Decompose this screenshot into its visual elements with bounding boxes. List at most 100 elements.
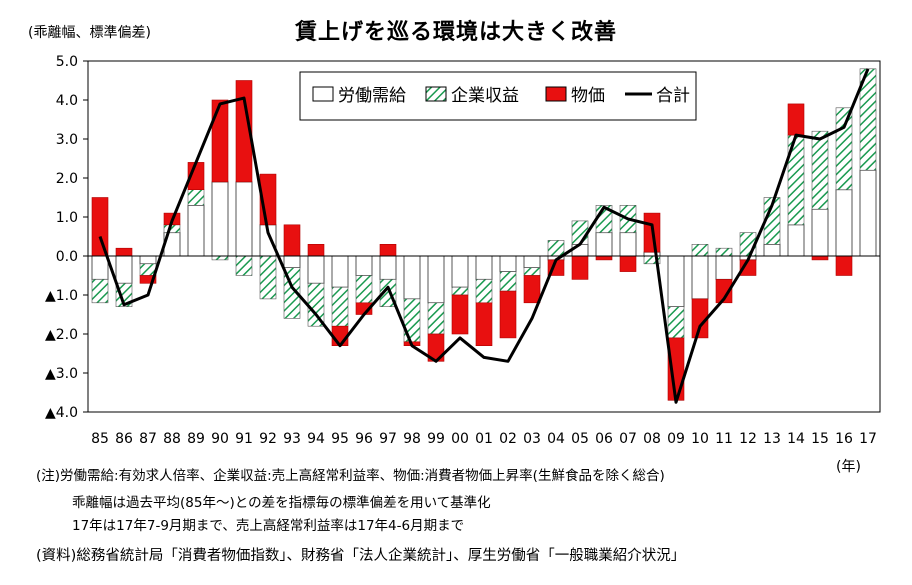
bar-labor-demand	[763, 243, 781, 257]
x-tick-label: 06	[595, 431, 613, 447]
x-tick-label: 87	[139, 431, 157, 447]
bar-price	[715, 279, 733, 304]
legend-label-profit: 企業収益	[451, 86, 519, 106]
y-tick-label: ▲2.0	[45, 327, 78, 343]
axes: 5.0 4.0 3.0 2.0 1.0 0.0 ▲1.0 ▲2.0 ▲3.0 ▲4.0 85 86 87…	[45, 54, 880, 447]
x-tick-label: 09	[667, 431, 685, 447]
legend-box	[299, 71, 697, 121]
bar-price	[619, 255, 637, 272]
x-tick-label: 86	[115, 431, 133, 447]
bar-price	[379, 244, 397, 257]
bar-labor-demand	[283, 255, 301, 269]
bar-labor-demand	[619, 232, 637, 257]
note-line-2: 乖離幅は過去平均(85年～)との差を指標毎の標準偏差を用いて基準化	[72, 495, 491, 511]
bar-corporate-profit	[187, 189, 205, 206]
bar-labor-demand	[379, 255, 397, 280]
bar-labor-demand	[427, 255, 445, 304]
bar-corporate-profit	[331, 286, 349, 327]
bars	[91, 68, 877, 401]
bar-corporate-profit	[523, 267, 541, 276]
bar-labor-demand	[595, 232, 613, 257]
y-tick-label: 5.0	[56, 54, 78, 70]
x-tick-label: 02	[499, 431, 517, 447]
bar-price	[475, 302, 493, 346]
bar-labor-demand	[211, 181, 229, 257]
bar-corporate-profit	[691, 244, 709, 257]
y-axis-unit-label: (乖離幅、標準偏差)	[28, 25, 151, 41]
bar-labor-demand	[523, 255, 541, 269]
bar-corporate-profit	[667, 306, 685, 339]
x-tick-label: 04	[547, 431, 565, 447]
y-tick-label: 1.0	[56, 210, 78, 226]
x-tick-label: 00	[451, 431, 469, 447]
x-tick-label: 11	[715, 431, 733, 447]
bar-price	[331, 325, 349, 347]
legend-swatch-labor	[312, 86, 334, 102]
bar-labor-demand	[187, 204, 205, 257]
legend-label-price: 物価	[571, 86, 605, 106]
bar-price	[451, 294, 469, 335]
bar-corporate-profit	[571, 220, 589, 245]
bar-labor-demand	[235, 181, 253, 257]
x-tick-label: 98	[403, 431, 421, 447]
y-tick-label: ▲4.0	[45, 405, 78, 421]
x-tick-label: 15	[811, 431, 829, 447]
bar-corporate-profit	[259, 255, 277, 300]
x-tick-label: 94	[307, 431, 325, 447]
legend: 労働需給 企業収益 物価 合計	[299, 71, 697, 121]
bar-price	[211, 99, 229, 183]
bar-labor-demand	[859, 169, 877, 257]
note-line-3: 17年は17年7-9月期まで、売上高経常利益率は17年4-6月期まで	[72, 518, 465, 534]
bar-corporate-profit	[235, 255, 253, 276]
x-tick-label: 99	[427, 431, 445, 447]
bar-corporate-profit	[451, 286, 469, 296]
bar-labor-demand	[691, 255, 709, 300]
x-tick-label: 03	[523, 431, 541, 447]
bar-labor-demand	[451, 255, 469, 288]
x-tick-label: 92	[259, 431, 277, 447]
bar-corporate-profit	[547, 240, 565, 257]
bar-labor-demand	[307, 255, 325, 284]
bar-price	[595, 255, 613, 261]
bar-labor-demand	[499, 255, 517, 273]
x-tick-label: 91	[235, 431, 253, 447]
bar-corporate-profit	[811, 130, 829, 210]
x-axis-unit-label: (年)	[836, 459, 861, 475]
bar-corporate-profit	[211, 255, 229, 261]
x-tick-label: 17	[859, 431, 877, 447]
x-tick-label: 93	[283, 431, 301, 447]
bar-labor-demand	[403, 255, 421, 300]
bar-labor-demand	[139, 255, 157, 265]
source-note: (資料)総務省統計局「消費者物価指数」、財務省「法人企業統計」、厚生労働省「一般…	[36, 548, 686, 564]
legend-label-labor: 労働需給	[338, 86, 406, 106]
x-tick-label: 13	[763, 431, 781, 447]
x-tick-label: 89	[187, 431, 205, 447]
bar-labor-demand	[787, 224, 805, 257]
y-tick-label: ▲1.0	[45, 288, 78, 304]
x-tick-label: 10	[691, 431, 709, 447]
bar-labor-demand	[331, 255, 349, 288]
bar-labor-demand	[475, 255, 493, 280]
x-tick-label: 14	[787, 431, 805, 447]
x-tick-label: 07	[619, 431, 637, 447]
x-tick-label: 96	[355, 431, 373, 447]
bar-labor-demand	[667, 255, 685, 308]
bar-price	[571, 255, 589, 280]
y-tick-label: 4.0	[56, 93, 78, 109]
legend-swatch-profit	[425, 86, 447, 102]
x-tick-label: 05	[571, 431, 589, 447]
bar-price	[139, 275, 157, 284]
x-tick-label: 95	[331, 431, 349, 447]
bar-corporate-profit	[91, 279, 109, 304]
x-tick-label: 88	[163, 431, 181, 447]
bar-labor-demand	[115, 255, 133, 284]
y-tick-label: 3.0	[56, 132, 78, 148]
x-tick-label: 90	[211, 431, 229, 447]
x-tick-label: 97	[379, 431, 397, 447]
y-tick-label: 2.0	[56, 171, 78, 187]
bar-price	[235, 80, 253, 183]
bar-labor-demand	[835, 189, 853, 257]
total-line	[98, 68, 870, 404]
bar-corporate-profit	[715, 247, 733, 257]
